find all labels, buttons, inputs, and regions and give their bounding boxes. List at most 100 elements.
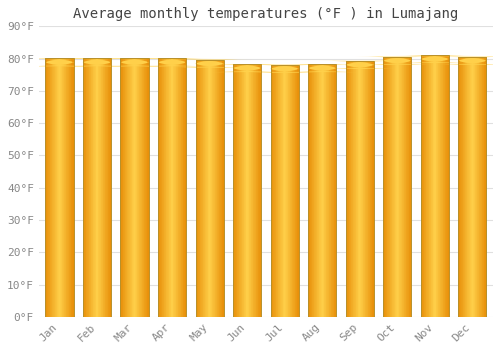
Bar	[384, 57, 386, 317]
Bar	[73, 58, 74, 317]
Bar	[368, 61, 369, 317]
Bar	[49, 58, 50, 317]
Bar	[475, 57, 476, 317]
Bar	[101, 58, 102, 317]
Bar	[466, 57, 467, 317]
Bar	[246, 64, 247, 317]
Bar	[318, 64, 319, 317]
Bar	[478, 57, 480, 317]
Bar	[133, 58, 134, 317]
Bar	[444, 55, 446, 317]
Bar	[58, 58, 59, 317]
Bar	[210, 60, 211, 317]
Bar	[165, 58, 166, 317]
Bar	[130, 58, 131, 317]
Bar	[396, 57, 398, 317]
Bar	[233, 64, 234, 317]
Bar	[146, 58, 147, 317]
Bar	[235, 64, 236, 317]
Bar	[85, 58, 86, 317]
FancyBboxPatch shape	[392, 55, 477, 63]
Bar	[355, 61, 356, 317]
Bar	[278, 65, 279, 317]
Bar	[476, 57, 478, 317]
Bar	[272, 65, 274, 317]
Bar	[470, 57, 471, 317]
Bar	[330, 64, 332, 317]
Bar	[364, 61, 366, 317]
Bar	[260, 64, 262, 317]
Bar	[406, 57, 407, 317]
Bar	[347, 61, 348, 317]
Bar	[387, 57, 388, 317]
FancyBboxPatch shape	[17, 58, 102, 66]
Bar	[142, 58, 143, 317]
Bar	[281, 65, 282, 317]
Bar	[359, 61, 360, 317]
Bar	[238, 64, 240, 317]
Bar	[438, 55, 439, 317]
Bar	[461, 57, 462, 317]
Bar	[255, 64, 256, 317]
FancyBboxPatch shape	[168, 60, 252, 68]
Bar	[222, 60, 223, 317]
Bar	[400, 57, 401, 317]
Bar	[371, 61, 372, 317]
Bar	[204, 60, 206, 317]
Bar	[472, 57, 473, 317]
Bar	[197, 60, 198, 317]
Bar	[120, 58, 121, 317]
Bar	[434, 55, 435, 317]
Bar	[84, 58, 85, 317]
Bar	[313, 64, 314, 317]
Bar	[68, 58, 70, 317]
Bar	[109, 58, 110, 317]
Bar	[181, 58, 182, 317]
Bar	[321, 64, 322, 317]
Bar	[211, 60, 212, 317]
Bar	[134, 58, 136, 317]
Bar	[435, 55, 436, 317]
Bar	[405, 57, 406, 317]
Bar	[199, 60, 200, 317]
Bar	[346, 61, 374, 317]
Bar	[469, 57, 470, 317]
Bar	[83, 58, 84, 317]
Bar	[129, 58, 130, 317]
Bar	[389, 57, 390, 317]
Bar	[407, 57, 408, 317]
Bar	[312, 64, 313, 317]
Bar	[270, 65, 299, 317]
Bar	[356, 61, 357, 317]
Bar	[333, 64, 334, 317]
Bar	[421, 55, 449, 317]
Bar	[50, 58, 51, 317]
Bar	[424, 55, 425, 317]
Bar	[132, 58, 133, 317]
Bar	[90, 58, 92, 317]
Bar	[350, 61, 352, 317]
Bar	[164, 58, 165, 317]
Bar	[61, 58, 62, 317]
Bar	[107, 58, 108, 317]
FancyBboxPatch shape	[355, 57, 440, 65]
Bar	[360, 61, 361, 317]
Bar	[478, 57, 479, 317]
Bar	[270, 65, 272, 317]
Bar	[288, 65, 289, 317]
Bar	[56, 58, 58, 317]
Bar	[296, 65, 298, 317]
Bar	[401, 57, 402, 317]
Bar	[483, 57, 484, 317]
Bar	[104, 58, 106, 317]
Bar	[370, 61, 371, 317]
Bar	[366, 61, 367, 317]
Bar	[447, 55, 448, 317]
Bar	[484, 57, 485, 317]
Bar	[282, 65, 284, 317]
Bar	[201, 60, 202, 317]
Bar	[433, 55, 434, 317]
Bar	[140, 58, 141, 317]
Bar	[110, 58, 111, 317]
Title: Average monthly temperatures (°F ) in Lumajang: Average monthly temperatures (°F ) in Lu…	[74, 7, 458, 21]
